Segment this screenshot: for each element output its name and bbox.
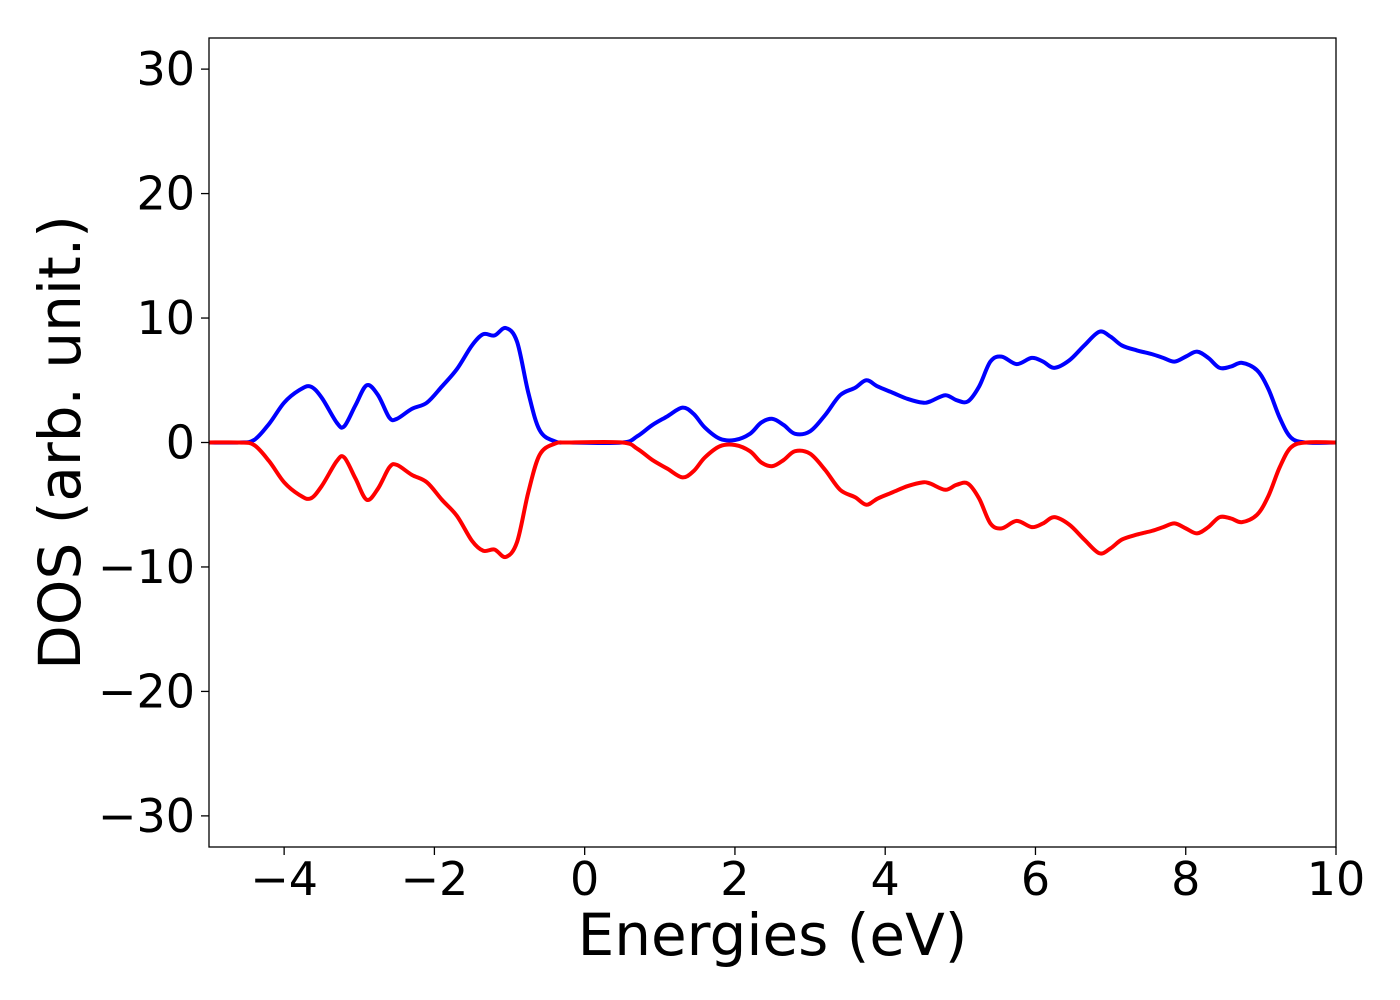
y-tick-label: 20 bbox=[136, 167, 195, 221]
y-tick-label: −10 bbox=[98, 540, 195, 594]
x-tick-label: −2 bbox=[400, 852, 468, 906]
series-layer bbox=[208, 325, 1337, 560]
x-tick-label: 4 bbox=[871, 852, 900, 906]
x-tick-label: 10 bbox=[1307, 852, 1366, 906]
y-tick-label: 10 bbox=[136, 291, 195, 345]
y-axis-title: DOS (arb. unit.) bbox=[26, 215, 94, 670]
x-tick-label: 6 bbox=[1021, 852, 1050, 906]
y-tick-label: 0 bbox=[166, 416, 195, 470]
x-tick-label: 2 bbox=[720, 852, 749, 906]
dos-series-down-line bbox=[208, 439, 1337, 560]
y-tick-label: −20 bbox=[98, 664, 195, 718]
x-tick-label: 8 bbox=[1171, 852, 1200, 906]
x-axis-title: Energies (eV) bbox=[578, 901, 968, 969]
x-tick-label: 0 bbox=[570, 852, 599, 906]
plot-frame bbox=[208, 37, 1337, 848]
y-tick-label: 30 bbox=[136, 42, 195, 96]
dos-series-up-line bbox=[208, 325, 1337, 446]
y-tick-label: −30 bbox=[98, 789, 195, 843]
x-tick-label: −4 bbox=[250, 852, 318, 906]
